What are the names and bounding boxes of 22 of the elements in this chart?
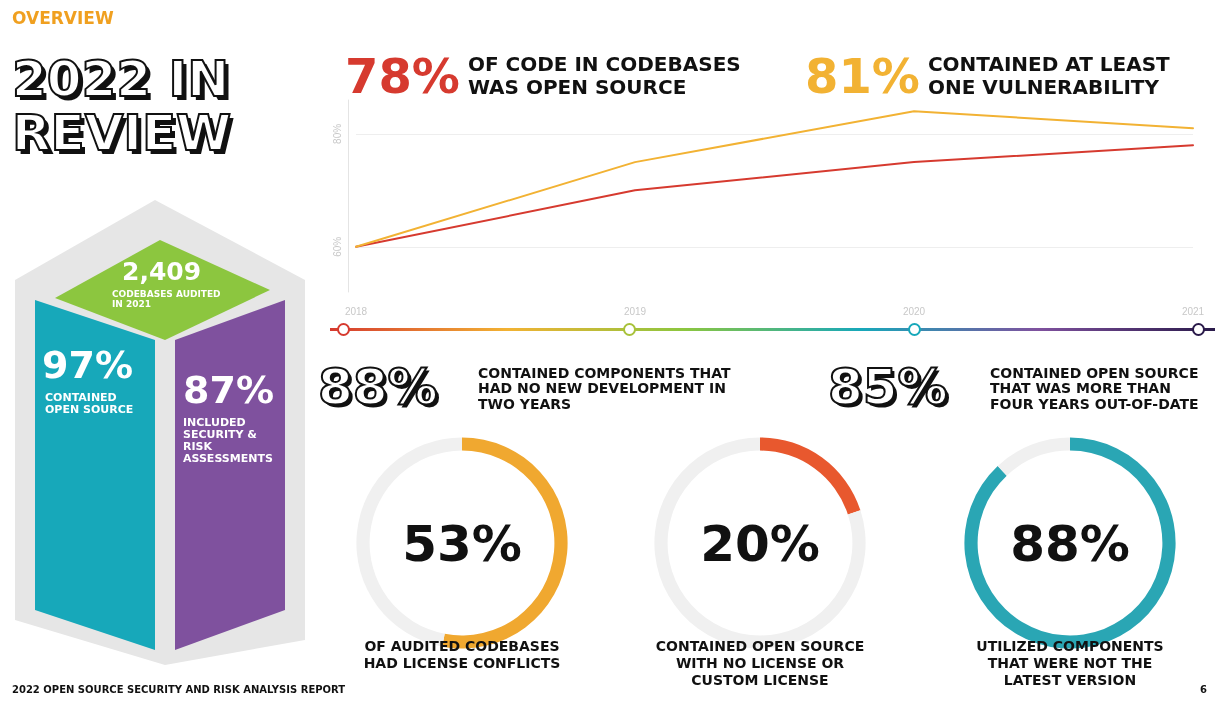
text: CONTAINED COMPONENTS THAT HAD NO NEW DEVELOPMENT IN TWO YEARS [478,365,732,413]
data-label: 20% [699,515,821,573]
text: 87% [183,368,274,412]
text: CONTAINED OPEN SOURCE WITH NO LICENSE OR CUSTOM LICENSE [654,638,866,689]
text: 2022 IN REVIEW [12,50,235,162]
text: 6 [1200,684,1207,695]
text: INCLUDED SECURITY & RISK ASSESSMENTS [183,416,274,466]
text: 88% [318,358,438,416]
text: 85% [828,358,948,416]
text: CODEBASES AUDITED IN 2021 [112,289,222,310]
text: CONTAINED OPEN SOURCE [45,391,135,417]
text: UTILIZED COMPONENTS THAT WERE NOT THE LATEST VERSION [975,638,1165,689]
text: 97% [42,343,133,387]
text: OVERVIEW [12,8,114,28]
line-series [355,144,1194,248]
text: 2,409 [122,257,202,286]
data-label: 88% [1009,515,1131,573]
text: OF AUDITED CODEBASES HAD LICENSE CONFLICTS [362,638,562,672]
line-series [355,110,1194,248]
text: CONTAINED OPEN SOURCE THAT WAS MORE THAN FOUR YEARS OUT-OF-DATE [990,365,1200,413]
data-label: 53% [401,515,523,573]
text: 2022 OPEN SOURCE SECURITY AND RISK ANALYSIS REPORT [12,684,346,695]
